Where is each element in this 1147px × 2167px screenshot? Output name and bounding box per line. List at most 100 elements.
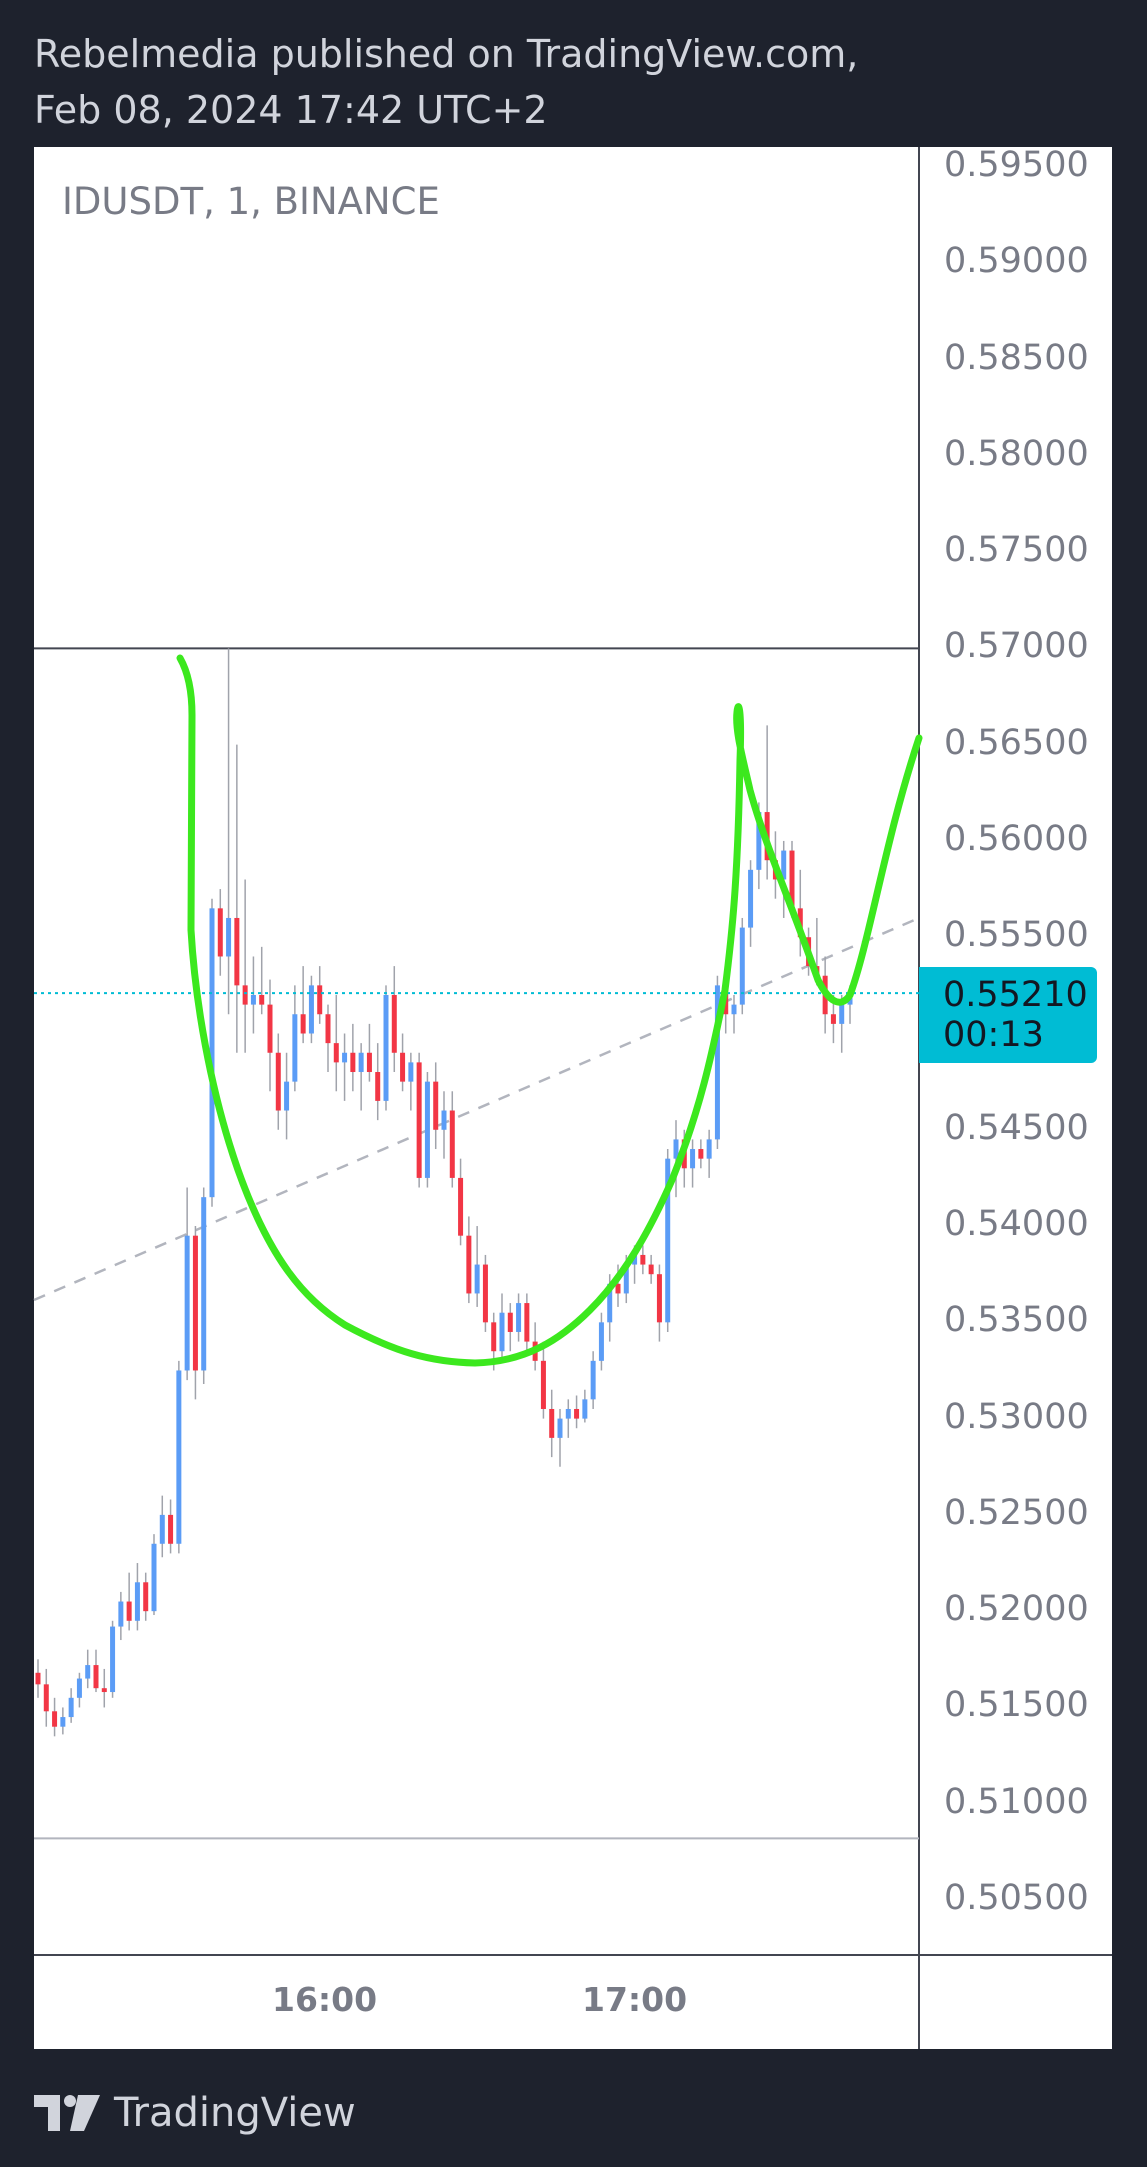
price-tick-label: 0.52500 xyxy=(944,1492,1089,1533)
candle-body xyxy=(466,1235,472,1294)
candle-body xyxy=(516,1303,522,1332)
price-tick-label: 0.55500 xyxy=(944,915,1089,956)
candle-body xyxy=(623,1264,629,1294)
price-tick-label: 0.51500 xyxy=(944,1685,1089,1726)
candle-body xyxy=(557,1418,563,1438)
candle-body xyxy=(839,1004,845,1024)
time-label-1600: 16:00 xyxy=(272,1980,378,2019)
hand-drawn-curve xyxy=(176,654,923,1367)
candle-body xyxy=(391,994,397,1053)
candle-body xyxy=(52,1711,58,1727)
candle-body xyxy=(648,1264,654,1275)
candle-body xyxy=(632,1254,638,1265)
time-label-1700: 17:00 xyxy=(582,1980,688,2019)
candle-body xyxy=(756,812,762,870)
candle-body xyxy=(673,1139,679,1159)
candle-body xyxy=(424,1081,430,1178)
candle-body xyxy=(284,1081,290,1111)
footer-brand: TradingView xyxy=(114,2090,356,2136)
price-tick-label: 0.53500 xyxy=(944,1300,1089,1341)
candle-body xyxy=(383,994,389,1101)
candle-body xyxy=(540,1360,546,1409)
candle-body xyxy=(68,1697,74,1718)
candle-body xyxy=(582,1399,588,1419)
candle-body xyxy=(234,917,240,986)
candle-body xyxy=(85,1665,91,1679)
candle-body xyxy=(267,1004,273,1053)
candle-body xyxy=(781,850,787,880)
candle-body xyxy=(60,1717,66,1727)
publish-header: Rebelmedia published on TradingView.com,… xyxy=(34,26,858,138)
price-tick-label: 0.53000 xyxy=(944,1396,1089,1437)
price-tick-label: 0.59500 xyxy=(944,145,1089,185)
candle-body xyxy=(499,1312,505,1352)
candle-body xyxy=(830,1014,836,1024)
candle-body xyxy=(300,1014,306,1034)
candle-body xyxy=(400,1052,406,1082)
candle-body xyxy=(292,1014,298,1082)
candle-body xyxy=(226,917,232,957)
candle-body xyxy=(308,985,314,1034)
price-tick-label: 0.59000 xyxy=(944,241,1089,282)
candle-body xyxy=(259,994,265,1005)
candle-body xyxy=(433,1081,439,1130)
candle-body xyxy=(350,1052,356,1073)
candle-body xyxy=(134,1582,140,1621)
candle-body xyxy=(43,1684,49,1712)
price-tick-label: 0.56000 xyxy=(944,818,1089,859)
candle-body xyxy=(640,1254,646,1265)
candle-body xyxy=(209,908,215,1198)
current-price-value: 0.55210 xyxy=(943,975,1088,1015)
candle-body xyxy=(325,1014,331,1044)
footer[interactable]: TradingView xyxy=(34,2090,356,2136)
candle-body xyxy=(143,1582,149,1612)
candle-body xyxy=(739,927,745,1005)
candle-body xyxy=(242,985,248,1005)
candle-body xyxy=(93,1665,99,1689)
candle-body xyxy=(201,1197,207,1371)
candle-body xyxy=(482,1264,488,1323)
price-tick-label: 0.50500 xyxy=(944,1878,1089,1918)
candle-body xyxy=(168,1514,174,1544)
candle-body xyxy=(358,1052,364,1073)
candle-body xyxy=(110,1626,116,1693)
candle-body xyxy=(549,1408,555,1438)
price-tick-label: 0.58000 xyxy=(944,433,1089,474)
candle-body xyxy=(574,1408,580,1419)
candle-body xyxy=(192,1235,198,1371)
candle-body xyxy=(217,908,223,957)
candle-body xyxy=(317,985,323,1015)
candle-body xyxy=(615,1283,621,1294)
candle-body xyxy=(176,1370,182,1544)
candle-body xyxy=(698,1149,704,1159)
candle-body xyxy=(474,1264,480,1294)
trend-line xyxy=(33,916,920,1302)
candle-body xyxy=(333,1043,339,1063)
candle-body xyxy=(748,869,754,928)
candle-body xyxy=(275,1052,281,1111)
candle-body xyxy=(151,1543,157,1612)
price-tick-label: 0.57500 xyxy=(944,530,1089,571)
tradingview-logo-icon xyxy=(34,2095,100,2131)
candle-body xyxy=(789,850,795,909)
symbol-label: IDUSDT, 1, BINANCE xyxy=(62,180,440,223)
candle-body xyxy=(565,1408,571,1419)
price-tick-label: 0.54500 xyxy=(944,1107,1089,1148)
candle-body xyxy=(607,1283,613,1323)
candle-body xyxy=(159,1514,165,1544)
candle-body xyxy=(441,1110,447,1130)
candle-body xyxy=(408,1062,414,1082)
current-price-tag: 0.55210 00:13 xyxy=(919,967,1097,1063)
candle-body xyxy=(731,1004,737,1015)
candle-body xyxy=(416,1062,422,1178)
header-line-1: Rebelmedia published on TradingView.com, xyxy=(34,32,859,76)
price-tick-label: 0.57000 xyxy=(944,626,1089,667)
candle-body xyxy=(184,1235,190,1371)
candle-body xyxy=(507,1312,513,1332)
candle-body xyxy=(665,1158,671,1323)
price-tick-label: 0.51000 xyxy=(944,1781,1089,1822)
candle-body xyxy=(706,1139,712,1159)
candle-body xyxy=(458,1177,464,1236)
price-tick-label: 0.52000 xyxy=(944,1589,1089,1630)
